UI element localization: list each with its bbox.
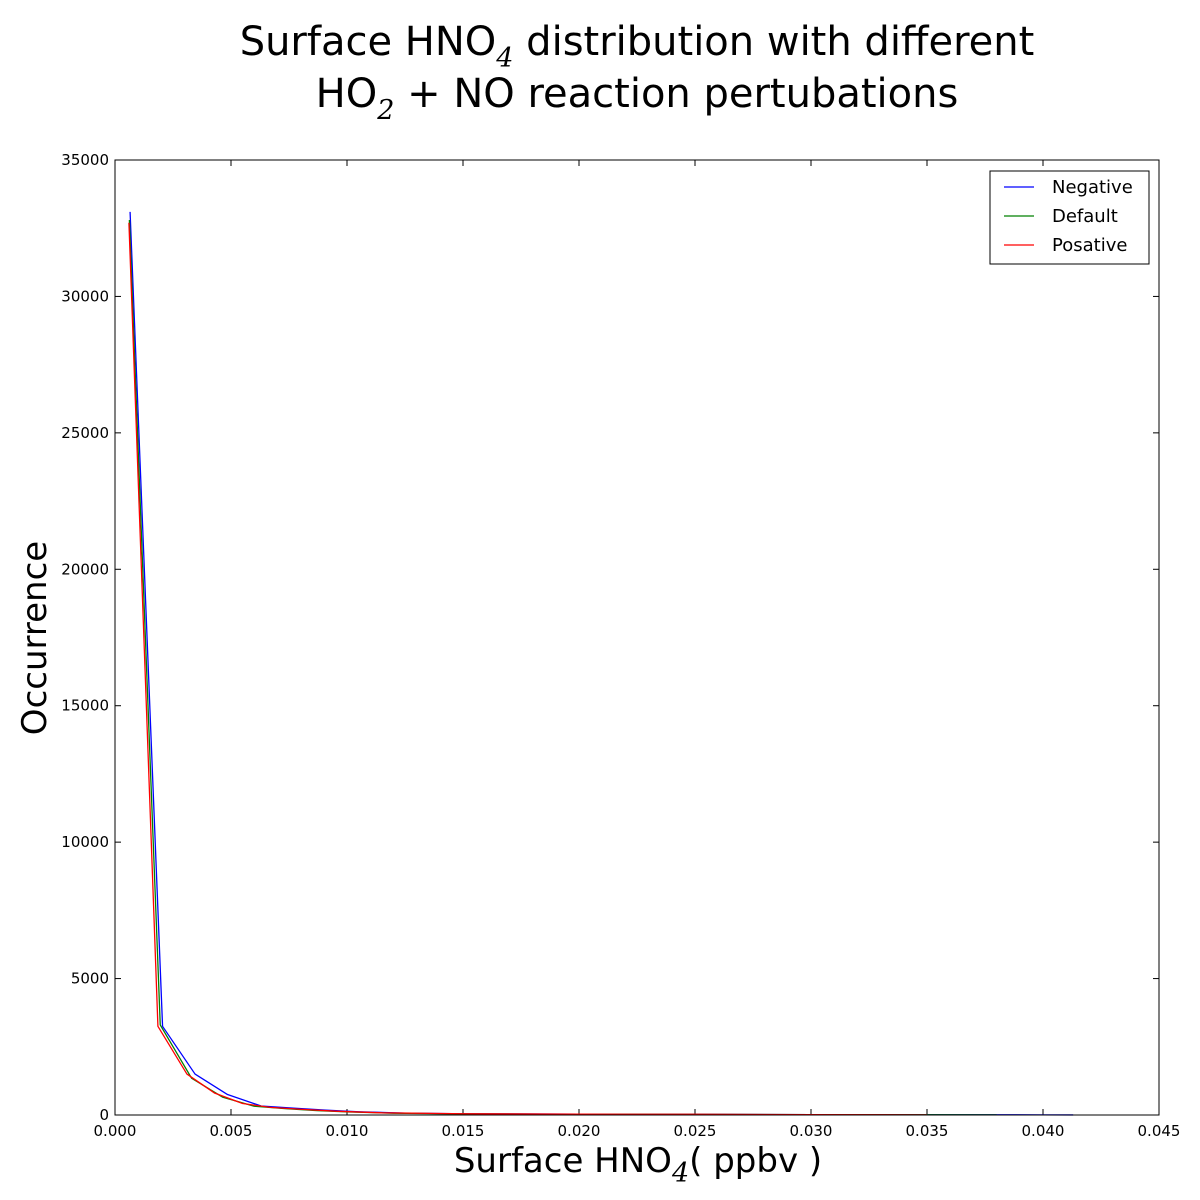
x-tick-label: 0.000 (94, 1122, 137, 1140)
series-line-posative (128, 222, 928, 1116)
y-tick-label: 20000 (61, 560, 109, 578)
y-tick-label: 25000 (61, 424, 109, 442)
y-axis-ticks: 0 5000 10000 15000 20000 25000 30000 35000 (61, 151, 1159, 1124)
x-tick-label: 0.040 (1022, 1122, 1065, 1140)
x-tick-label: 0.020 (558, 1122, 601, 1140)
x-tick-label: 0.015 (442, 1122, 485, 1140)
y-tick-label: 35000 (61, 151, 109, 169)
y-tick-label: 30000 (61, 287, 109, 305)
chart-title-line-1: Surface HNO4 distribution with different (240, 19, 1035, 74)
legend: Negative Default Posative (989, 170, 1150, 265)
x-tick-label: 0.030 (790, 1122, 833, 1140)
x-tick-label: 0.035 (906, 1122, 949, 1140)
legend-label-posative: Posative (1052, 235, 1127, 256)
x-tick-label: 0.025 (674, 1122, 717, 1140)
chart-title-line-2: HO2 + NO reaction pertubations (316, 71, 959, 126)
x-tick-label: 0.045 (1138, 1122, 1181, 1140)
plot-area (115, 160, 1159, 1115)
x-axis-label: Surface HNO4( ppbv ) (454, 1141, 822, 1189)
legend-label-negative: Negative (1052, 177, 1133, 198)
legend-label-default: Default (1052, 206, 1118, 227)
y-tick-label: 0 (99, 1106, 109, 1124)
y-axis-label: Occurrence (15, 541, 55, 735)
plot-frame (114, 159, 1160, 1116)
y-tick-label: 5000 (71, 970, 109, 988)
y-tick-label: 15000 (61, 697, 109, 715)
x-tick-label: 0.005 (210, 1122, 253, 1140)
x-axis-ticks: 0.000 0.005 0.010 0.015 0.020 0.025 0.030 0.035… (94, 160, 1181, 1140)
y-tick-label: 10000 (61, 833, 109, 851)
x-tick-label: 0.010 (326, 1122, 369, 1140)
